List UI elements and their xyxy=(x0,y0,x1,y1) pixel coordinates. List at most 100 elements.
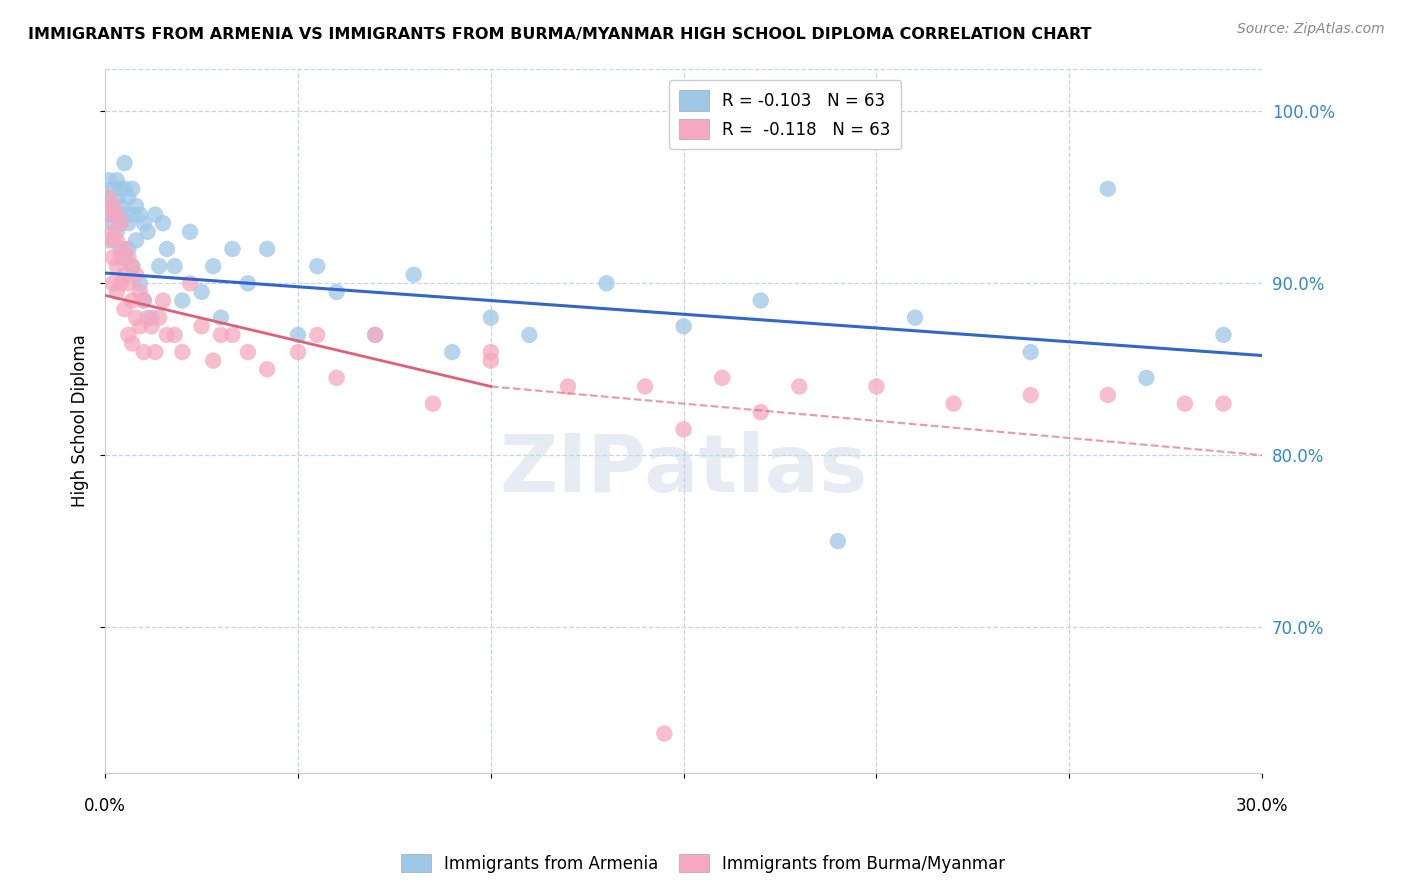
Point xyxy=(98,190,121,204)
Point xyxy=(101,199,124,213)
Point xyxy=(136,225,159,239)
Point xyxy=(110,199,132,213)
Point xyxy=(105,190,128,204)
Point xyxy=(287,345,309,359)
Point xyxy=(172,345,194,359)
Point xyxy=(519,327,541,342)
Point xyxy=(110,251,132,265)
Point xyxy=(865,379,887,393)
Point xyxy=(1135,371,1157,385)
Point xyxy=(101,233,124,247)
Point xyxy=(117,190,139,204)
Y-axis label: High School Diploma: High School Diploma xyxy=(72,334,89,508)
Point xyxy=(114,242,136,256)
Point xyxy=(595,277,617,291)
Point xyxy=(114,208,136,222)
Point xyxy=(105,208,128,222)
Point xyxy=(654,726,676,740)
Point xyxy=(152,216,174,230)
Point xyxy=(163,259,186,273)
Point xyxy=(98,233,121,247)
Point xyxy=(1019,345,1042,359)
Point xyxy=(105,285,128,299)
Point xyxy=(787,379,810,393)
Point xyxy=(136,310,159,325)
Point xyxy=(202,259,225,273)
Point xyxy=(1097,182,1119,196)
Point xyxy=(1097,388,1119,402)
Point xyxy=(221,242,243,256)
Point xyxy=(129,208,152,222)
Point xyxy=(190,285,212,299)
Point xyxy=(125,268,148,282)
Point xyxy=(121,259,143,273)
Point xyxy=(672,319,695,334)
Point xyxy=(179,277,201,291)
Point xyxy=(110,216,132,230)
Point xyxy=(148,310,170,325)
Point xyxy=(125,310,148,325)
Point xyxy=(114,156,136,170)
Point xyxy=(98,173,121,187)
Point xyxy=(132,216,155,230)
Point xyxy=(114,182,136,196)
Point xyxy=(129,285,152,299)
Text: ZIPatlas: ZIPatlas xyxy=(499,431,868,509)
Point xyxy=(129,277,152,291)
Point xyxy=(114,268,136,282)
Point xyxy=(114,251,136,265)
Text: IMMIGRANTS FROM ARMENIA VS IMMIGRANTS FROM BURMA/MYANMAR HIGH SCHOOL DIPLOMA COR: IMMIGRANTS FROM ARMENIA VS IMMIGRANTS FR… xyxy=(28,27,1091,42)
Point xyxy=(711,371,734,385)
Point xyxy=(105,225,128,239)
Point xyxy=(110,242,132,256)
Point xyxy=(148,259,170,273)
Point xyxy=(98,208,121,222)
Point xyxy=(110,277,132,291)
Point xyxy=(117,277,139,291)
Point xyxy=(402,268,425,282)
Point xyxy=(236,345,259,359)
Point xyxy=(256,362,278,376)
Point xyxy=(827,534,849,549)
Point xyxy=(101,182,124,196)
Point xyxy=(163,327,186,342)
Point xyxy=(121,182,143,196)
Point xyxy=(307,259,329,273)
Point xyxy=(1019,388,1042,402)
Point xyxy=(156,242,179,256)
Point xyxy=(479,353,502,368)
Point xyxy=(143,208,166,222)
Point xyxy=(101,277,124,291)
Point xyxy=(132,293,155,308)
Point xyxy=(141,319,163,334)
Point xyxy=(132,293,155,308)
Point xyxy=(236,277,259,291)
Point xyxy=(209,310,232,325)
Point xyxy=(422,396,444,410)
Point xyxy=(101,251,124,265)
Point xyxy=(114,302,136,317)
Point xyxy=(110,182,132,196)
Point xyxy=(117,242,139,256)
Text: 0.0%: 0.0% xyxy=(84,797,127,815)
Point xyxy=(942,396,965,410)
Point xyxy=(98,208,121,222)
Point xyxy=(121,293,143,308)
Point xyxy=(479,310,502,325)
Legend: Immigrants from Armenia, Immigrants from Burma/Myanmar: Immigrants from Armenia, Immigrants from… xyxy=(394,847,1012,880)
Point xyxy=(121,259,143,273)
Point xyxy=(1212,327,1234,342)
Point xyxy=(105,259,128,273)
Text: Source: ZipAtlas.com: Source: ZipAtlas.com xyxy=(1237,22,1385,37)
Point xyxy=(1174,396,1197,410)
Point xyxy=(98,190,121,204)
Point xyxy=(209,327,232,342)
Text: 30.0%: 30.0% xyxy=(1236,797,1288,815)
Point xyxy=(117,216,139,230)
Point xyxy=(256,242,278,256)
Point xyxy=(117,251,139,265)
Point xyxy=(101,199,124,213)
Point xyxy=(105,233,128,247)
Point xyxy=(364,327,387,342)
Point xyxy=(179,225,201,239)
